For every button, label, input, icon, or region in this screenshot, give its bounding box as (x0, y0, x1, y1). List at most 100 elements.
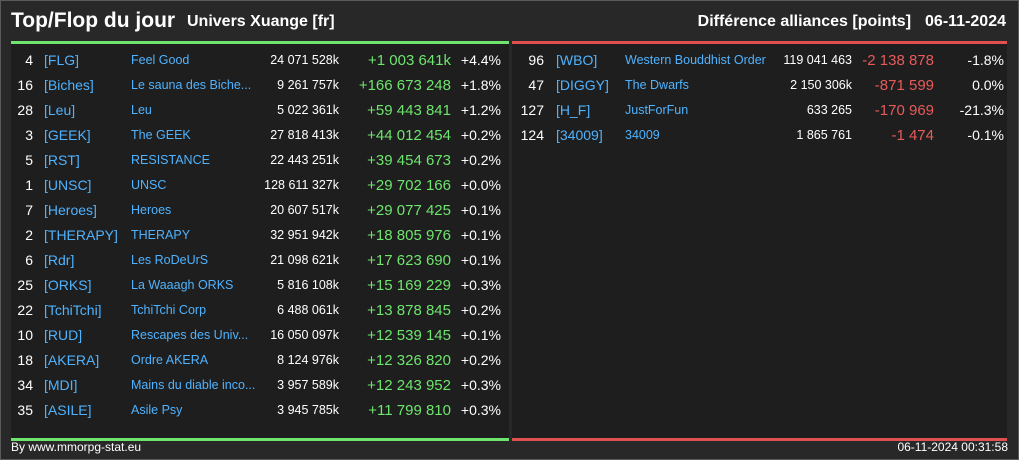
percent-change-cell: -0.1% (967, 127, 1004, 143)
alliance-tag-link[interactable]: [THERAPY] (44, 227, 118, 243)
total-points-cell: 27 818 413k (270, 128, 339, 142)
table-row: 5 [RST] RESISTANCE 22 443 251k +39 454 673 +0… (11, 148, 509, 173)
percent-change-cell: +0.1% (460, 327, 501, 343)
table-row: 4 [FLG] Feel Good 24 071 528k +1 003 641k +4.… (11, 48, 509, 73)
alliance-name-link[interactable]: Feel Good (131, 53, 190, 67)
alliance-tag-link[interactable]: [AKERA] (44, 352, 100, 368)
alliance-name-link[interactable]: Mains du diable inco... (131, 378, 256, 392)
alliance-tag-link[interactable]: [RUD] (44, 327, 83, 343)
points-diff-cell: +17 623 690 (367, 252, 451, 269)
alliance-name-link[interactable]: JustForFun (625, 103, 689, 117)
percent-change-cell: +0.3% (460, 402, 501, 418)
rank-cell: 22 (17, 302, 33, 318)
rank-cell: 3 (25, 127, 33, 143)
alliance-tag-link[interactable]: [UNSC] (44, 177, 92, 193)
rank-cell: 96 (528, 52, 544, 68)
alliance-tag-link[interactable]: [ASILE] (44, 402, 92, 418)
alliance-name-link[interactable]: Rescapes des Univ... (131, 328, 249, 342)
alliance-name-link[interactable]: Ordre AKERA (131, 353, 209, 367)
top-panel: 4 [FLG] Feel Good 24 071 528k +1 003 641k +4.… (11, 41, 509, 441)
percent-change-cell: +0.0% (460, 177, 501, 193)
footer-timestamp: 06-11-2024 00:31:58 (897, 440, 1008, 454)
percent-change-cell: +0.3% (460, 277, 501, 293)
total-points-cell: 24 071 528k (270, 53, 339, 67)
percent-change-cell: -21.3% (959, 102, 1004, 118)
table-row: 18 [AKERA] Ordre AKERA 8 124 976k +12 326 82… (11, 348, 509, 373)
total-points-cell: 21 098 621k (270, 253, 339, 267)
percent-change-cell: +0.1% (460, 227, 501, 243)
rank-cell: 6 (25, 252, 33, 268)
points-diff-cell: +44 012 454 (367, 127, 451, 144)
rank-cell: 4 (25, 52, 33, 68)
points-diff-cell: +1 003 641k (368, 52, 451, 69)
alliance-tag-link[interactable]: [GEEK] (44, 127, 91, 143)
table-row: 7 [Heroes] Heroes 20 607 517k +29 077 425 +0.… (11, 198, 509, 223)
alliance-tag-link[interactable]: [Rdr] (44, 252, 75, 268)
percent-change-cell: +0.2% (460, 352, 501, 368)
header: Top/Flop du jour Univers Xuange [fr] Dif… (1, 1, 1018, 41)
points-diff-cell: +29 077 425 (367, 202, 451, 219)
points-diff-cell: -1 474 (891, 127, 934, 144)
alliance-name-link[interactable]: Les RoDeUrS (131, 253, 209, 267)
percent-change-cell: +4.4% (460, 52, 501, 68)
alliance-tag-link[interactable]: [H_F] (556, 102, 591, 118)
points-diff-cell: -170 969 (874, 102, 934, 119)
alliance-name-link[interactable]: UNSC (131, 178, 167, 192)
alliance-name-link[interactable]: Western Bouddhist Order (625, 53, 766, 67)
rank-cell: 2 (25, 227, 33, 243)
alliance-tag-link[interactable]: [TchiTchi] (44, 302, 102, 318)
table-row: 6 [Rdr] Les RoDeUrS 21 098 621k +17 623 690 +… (11, 248, 509, 273)
ranking-type-label: Différence alliances [points] (697, 13, 912, 30)
table-row: 35 [ASILE] Asile Psy 3 945 785k +11 799 810 +… (11, 398, 509, 423)
alliance-name-link[interactable]: La Waaagh ORKS (131, 278, 234, 292)
table-row: 124 [34009] 34009 1 865 761 -1 474 -0.1% (512, 123, 1007, 148)
points-diff-cell: +12 326 820 (367, 352, 451, 369)
rank-cell: 18 (17, 352, 33, 368)
alliance-tag-link[interactable]: [Biches] (44, 77, 94, 93)
total-points-cell: 22 443 251k (270, 153, 339, 167)
alliance-name-link[interactable]: The GEEK (131, 128, 191, 142)
alliance-tag-link[interactable]: [Leu] (44, 102, 76, 118)
percent-change-cell: -1.8% (967, 52, 1004, 68)
alliance-name-link[interactable]: Heroes (131, 203, 172, 217)
alliance-name-link[interactable]: Leu (131, 103, 152, 117)
total-points-cell: 9 261 757k (277, 78, 339, 92)
table-row: 16 [Biches] Le sauna des Biche... 9 261 757… (11, 73, 509, 98)
alliance-tag-link[interactable]: [FLG] (44, 52, 80, 68)
alliance-tag-link[interactable]: [DIGGY] (556, 77, 609, 93)
alliance-tag-link[interactable]: [RST] (44, 152, 80, 168)
percent-change-cell: +0.3% (460, 377, 501, 393)
total-points-cell: 6 488 061k (277, 303, 339, 317)
footer-source: By www.mmorpg-stat.eu (11, 440, 142, 454)
alliance-name-link[interactable]: TchiTchi Corp (131, 303, 207, 317)
flop-panel: 96 [WBO] Western Bouddhist Order 119 041 46… (512, 41, 1007, 441)
alliance-name-link[interactable]: RESISTANCE (131, 153, 210, 167)
page-title: Top/Flop du jour (11, 9, 176, 32)
table-row: 22 [TchiTchi] TchiTchi Corp 6 488 061k +13 8… (11, 298, 509, 323)
points-diff-cell: +13 878 845 (367, 302, 451, 319)
table-row: 1 [UNSC] UNSC 128 611 327k +29 702 166 +0.0% (11, 173, 509, 198)
rank-cell: 25 (17, 277, 33, 293)
alliance-name-link[interactable]: Asile Psy (131, 403, 183, 417)
alliance-tag-link[interactable]: [Heroes] (44, 202, 97, 218)
percent-change-cell: +0.2% (460, 302, 501, 318)
alliance-tag-link[interactable]: [WBO] (556, 52, 598, 68)
total-points-cell: 5 816 108k (277, 278, 339, 292)
alliance-name-link[interactable]: Le sauna des Biche... (131, 78, 252, 92)
alliance-tag-link[interactable]: [34009] (556, 127, 603, 143)
total-points-cell: 20 607 517k (270, 203, 339, 217)
rank-cell: 35 (17, 402, 33, 418)
alliance-name-link[interactable]: The Dwarfs (625, 78, 689, 92)
alliance-tag-link[interactable]: [ORKS] (44, 277, 92, 293)
total-points-cell: 32 951 942k (270, 228, 339, 242)
total-points-cell: 8 124 976k (277, 353, 339, 367)
rank-cell: 47 (528, 77, 544, 93)
total-points-cell: 3 957 589k (277, 378, 339, 392)
percent-change-cell: 0.0% (972, 77, 1004, 93)
alliance-tag-link[interactable]: [MDI] (44, 377, 78, 393)
alliance-name-link[interactable]: THERAPY (131, 228, 191, 242)
table-row: 127 [H_F] JustForFun 633 265 -170 969 -21.3% (512, 98, 1007, 123)
points-diff-cell: +11 799 810 (368, 402, 451, 419)
alliance-name-link[interactable]: 34009 (625, 128, 660, 142)
percent-change-cell: +1.2% (460, 102, 501, 118)
